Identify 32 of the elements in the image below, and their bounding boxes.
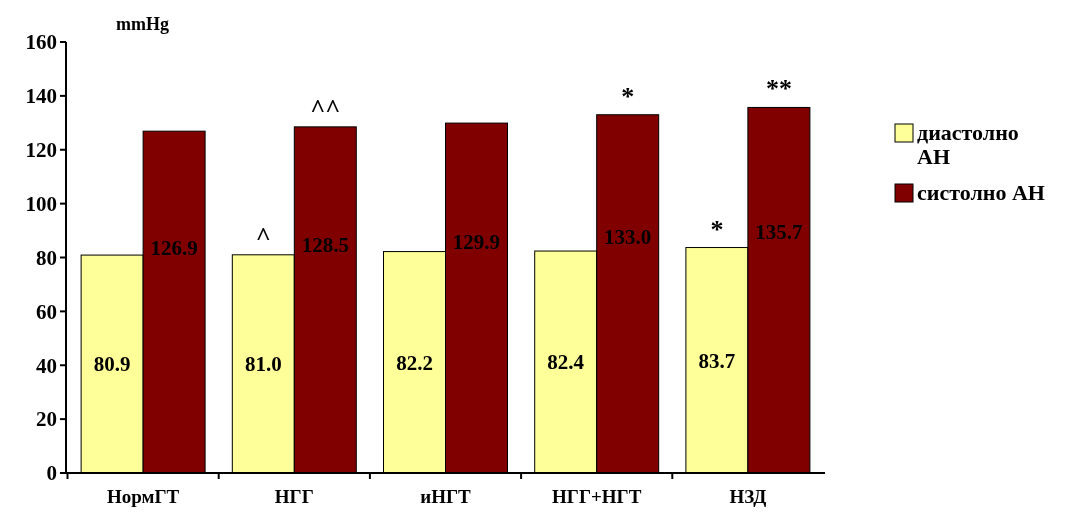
annotation: ^ [255,221,271,251]
y-tick-label: 20 [36,407,57,432]
x-tick-label: НГГ+НГТ [552,486,642,507]
x-tick-label: иНГТ [420,486,472,507]
annotation: * [710,214,724,244]
y-tick-label: 40 [36,353,57,378]
y-tick-label: 140 [25,84,57,109]
annotation: * [621,81,635,111]
x-tick-label: НормГТ [106,486,180,507]
legend-label: диастолно АН [917,120,1019,170]
x-tick-label: НГГ [274,486,314,507]
annotation: ^^ [310,93,341,123]
data-label: 82.4 [547,350,585,375]
data-label: 83.7 [698,348,736,373]
data-label: 80.9 [93,352,131,377]
data-label: 129.9 [452,230,501,255]
y-tick-label: 120 [25,138,57,163]
y-tick-label: 60 [36,299,57,324]
y-tick-label: 160 [25,30,57,55]
x-tick-label: НЗД [729,486,767,507]
y-tick-label: 0 [46,461,57,486]
annotation: ** [765,74,792,104]
y-axis-title: mmHg [116,14,169,34]
data-label: 81.0 [244,352,282,377]
data-label: 135.7 [755,220,803,245]
data-label: 128.5 [301,232,349,257]
y-tick-label: 100 [25,191,57,216]
data-label: 133.0 [604,224,652,249]
data-label: 82.2 [396,350,433,375]
data-label: 126.9 [150,235,198,260]
y-tick-label: 80 [36,245,57,270]
legend-label: систолно АН [917,180,1045,205]
